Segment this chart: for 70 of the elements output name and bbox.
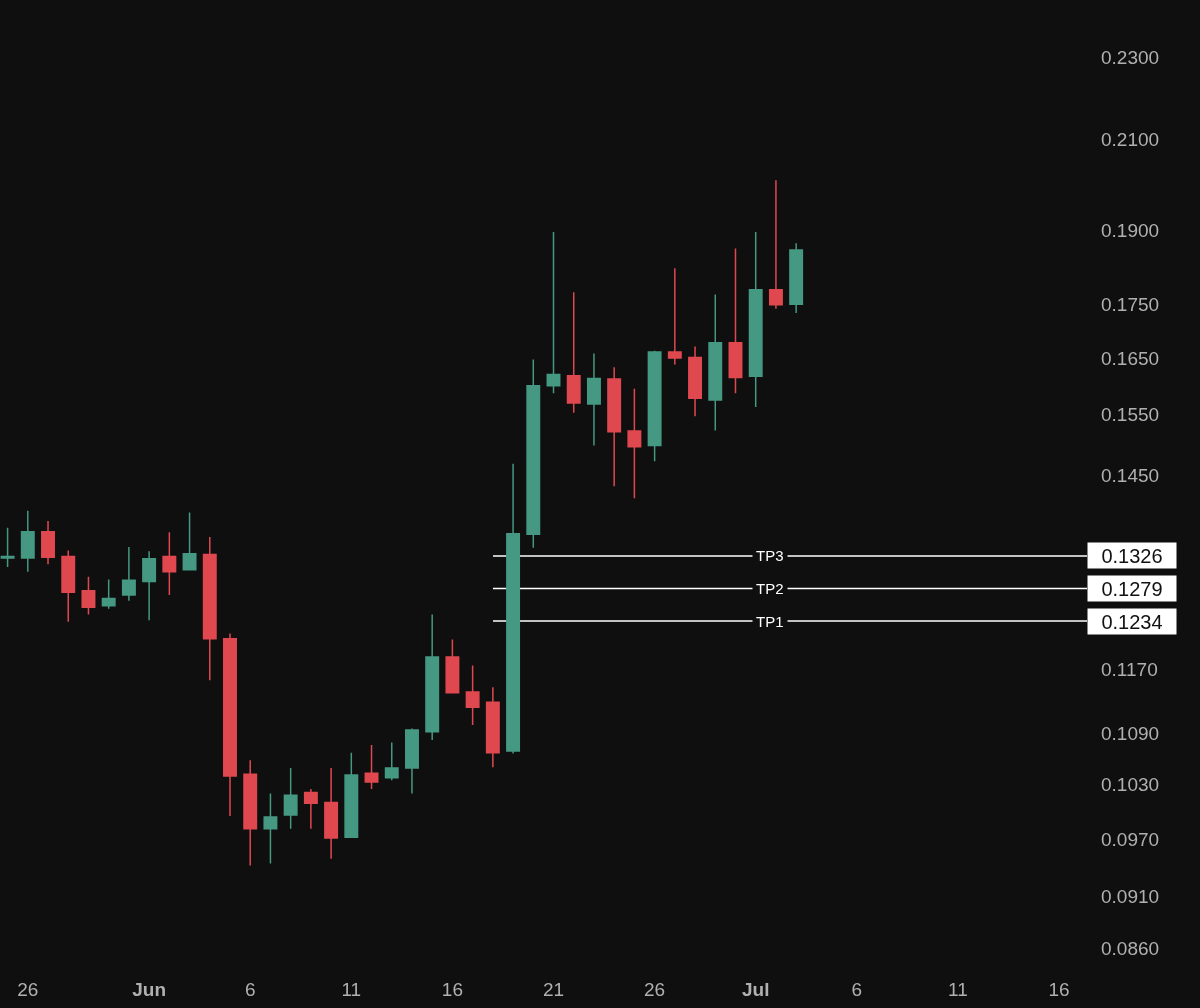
candlestick: [243, 759, 258, 867]
candlestick: [41, 520, 55, 565]
ref-line-label: TP1: [756, 613, 784, 630]
candlestick: [768, 179, 783, 310]
y-tick-label: 0.0970: [1101, 828, 1160, 850]
candlestick: [223, 632, 237, 817]
y-tick-label: 0.1170: [1101, 658, 1158, 680]
x-tick-label: 11: [948, 979, 968, 1000]
candlestick: [121, 546, 136, 602]
candlestick: [364, 744, 379, 790]
candlestick: [101, 578, 116, 610]
x-tick-label: Jul: [741, 979, 770, 1000]
text: 0.1279: [1101, 577, 1163, 600]
candlestick: [465, 664, 480, 726]
candlestick: [586, 352, 601, 447]
candlestick: [627, 387, 642, 500]
candlestick: [566, 291, 581, 414]
candlestick: [688, 345, 703, 418]
text: 0.1234: [1101, 610, 1163, 633]
candlestick: [485, 686, 500, 768]
candlestick: [405, 727, 419, 795]
y-tick-label: 0.2100: [1101, 129, 1160, 151]
x-tick-label: 6: [851, 979, 863, 1000]
candlestick: [748, 231, 763, 408]
y-tick-label: 0.1750: [1101, 294, 1160, 316]
candlestick: [445, 638, 460, 694]
candlestick: [303, 788, 318, 830]
x-tick-label: 11: [341, 979, 362, 1000]
candlestick: [20, 509, 35, 573]
candlestick: [425, 613, 440, 741]
candlestick: [283, 767, 298, 830]
y-tick-label: 0.1030: [1101, 774, 1160, 796]
candlestick: [61, 549, 76, 623]
candlestick: [0, 526, 15, 568]
y-tick-label: 0.0910: [1101, 886, 1160, 908]
candlestick: [526, 358, 541, 549]
candlestick: [789, 242, 804, 314]
text: 0.1326: [1101, 544, 1163, 567]
x-tick-label: 6: [244, 979, 256, 1000]
candlestick: [708, 293, 723, 432]
x-tick-label: Jun: [132, 979, 167, 1000]
candlestick: [607, 366, 622, 488]
x-tick-label: 26: [644, 979, 666, 1000]
candlestick: [546, 231, 561, 394]
y-tick-label: 0.0860: [1101, 937, 1160, 959]
candlestick: [344, 751, 359, 839]
candlestick: [647, 350, 662, 463]
x-tick-label: 21: [542, 979, 565, 1000]
x-tick-label: 16: [1048, 979, 1070, 1000]
candlestick: [81, 575, 96, 616]
candlestick: [182, 511, 197, 572]
x-tick-label: 16: [441, 979, 463, 1000]
candlestick: [263, 792, 278, 865]
candlestick: [162, 531, 177, 596]
y-tick-label: 0.1450: [1101, 464, 1160, 486]
x-tick-label: 26: [17, 979, 39, 1000]
candlestick: [728, 247, 743, 394]
candlestick: [506, 463, 521, 755]
ref-line-label: TP3: [756, 547, 784, 564]
y-tick-label: 0.1090: [1101, 723, 1160, 745]
ref-line-label: TP2: [756, 580, 784, 597]
y-tick-label: 0.1550: [1101, 404, 1160, 426]
candlestick: [384, 741, 399, 782]
y-tick-label: 0.1650: [1101, 347, 1160, 369]
y-tick-label: 0.1900: [1101, 219, 1160, 241]
candlestick: [202, 536, 217, 681]
candlestick: [667, 267, 682, 366]
candlestick: [142, 550, 157, 622]
candlestick: [324, 767, 339, 860]
y-tick-label: 0.2300: [1101, 46, 1160, 68]
